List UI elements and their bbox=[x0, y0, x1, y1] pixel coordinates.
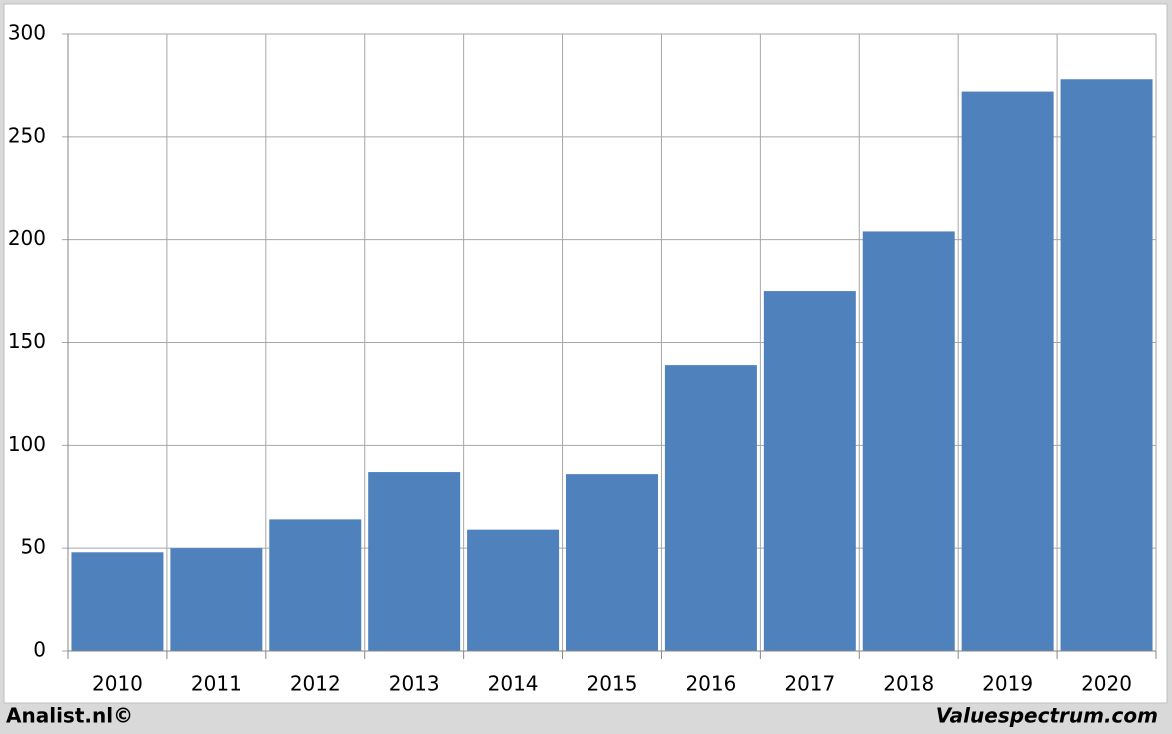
x-tick-label: 2019 bbox=[982, 672, 1033, 696]
bar bbox=[961, 91, 1054, 651]
x-tick-label: 2014 bbox=[488, 672, 539, 696]
bar bbox=[269, 519, 362, 651]
bar bbox=[467, 529, 560, 651]
bar bbox=[566, 474, 658, 651]
x-tick-label: 2018 bbox=[883, 672, 934, 696]
bar bbox=[664, 365, 757, 651]
bar bbox=[368, 472, 461, 651]
y-tick-label: 150 bbox=[8, 329, 46, 353]
footer-right: Valuespectrum.com bbox=[936, 704, 1158, 728]
y-tick-label: 300 bbox=[8, 21, 46, 45]
bar bbox=[763, 291, 856, 651]
x-tick-label: 2015 bbox=[587, 672, 638, 696]
x-tick-label: 2017 bbox=[784, 672, 835, 696]
footer-left: Analist.nl© bbox=[6, 704, 133, 728]
y-tick-label: 250 bbox=[8, 123, 46, 147]
x-tick-label: 2016 bbox=[685, 672, 736, 696]
bar bbox=[1060, 79, 1153, 652]
y-tick-label: 0 bbox=[33, 638, 46, 662]
x-tick-label: 2013 bbox=[389, 672, 440, 696]
y-tick-label: 100 bbox=[8, 432, 46, 456]
x-tick-label: 2011 bbox=[191, 672, 242, 696]
y-tick-label: 200 bbox=[8, 226, 46, 250]
bar bbox=[71, 552, 164, 651]
bar bbox=[170, 548, 263, 651]
x-tick-label: 2010 bbox=[92, 672, 143, 696]
y-tick-label: 50 bbox=[21, 535, 46, 559]
x-tick-label: 2020 bbox=[1081, 672, 1132, 696]
x-tick-label: 2012 bbox=[290, 672, 341, 696]
bar bbox=[862, 231, 955, 651]
